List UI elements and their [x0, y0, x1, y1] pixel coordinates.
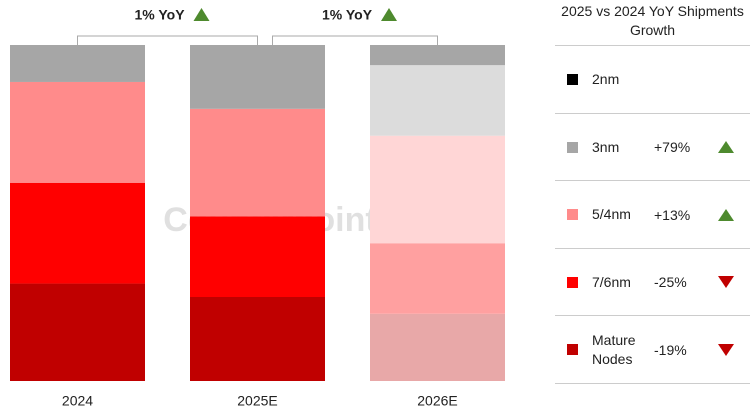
- growth-label: +13%: [654, 206, 691, 223]
- legend-item: 7/6nm -25%: [555, 247, 750, 316]
- x-tick-label: 2026E: [417, 393, 457, 409]
- growth-label: -19%: [654, 341, 687, 358]
- legend-item: 2nm: [555, 45, 750, 113]
- legend-label: Mature Nodes: [592, 331, 636, 367]
- legend-item: Mature Nodes -19%: [555, 315, 750, 383]
- trend-arrow: [718, 141, 734, 154]
- bracket: [77, 35, 258, 45]
- annotation: 1% YoY: [134, 7, 185, 23]
- legend-item: 3nm +79%: [555, 112, 750, 181]
- trend-icon: [718, 276, 734, 289]
- legend-swatch: [567, 74, 578, 85]
- bar-segment: [190, 45, 325, 109]
- bar-segment: [10, 182, 145, 284]
- x-tick-label: 2025E: [237, 393, 277, 409]
- bar-segment: [190, 216, 325, 297]
- trend-icon: [718, 343, 734, 356]
- trend-arrow: [718, 276, 734, 289]
- bar-segment: [370, 65, 505, 136]
- bar-segment: [190, 297, 325, 381]
- trend-icon: [718, 141, 734, 154]
- legend-divider: [555, 383, 750, 384]
- trend-arrow: [718, 343, 734, 356]
- legend-label: 5/4nm: [592, 206, 631, 223]
- bar-segment: [370, 135, 505, 244]
- bar-segment: [10, 81, 145, 183]
- legend-item: 5/4nm +13%: [555, 180, 750, 248]
- bar-segment: [370, 243, 505, 314]
- trend-arrow: [193, 8, 210, 21]
- trend-arrow: [381, 8, 397, 21]
- legend-label: 2nm: [592, 71, 620, 87]
- annotation: 1% YoY: [322, 7, 373, 23]
- bar-segment: [370, 313, 505, 381]
- bar-segment: [190, 108, 325, 217]
- legend-swatch: [567, 344, 578, 356]
- legend-swatch: [567, 209, 578, 221]
- bracket: [272, 35, 438, 45]
- legend-label: 3nm: [592, 138, 620, 155]
- bar-segment: [370, 45, 505, 66]
- growth-label: +79%: [654, 139, 691, 156]
- x-tick-label: 2024: [62, 393, 93, 409]
- legend-label: 7/6nm: [592, 273, 631, 290]
- trend-arrow: [718, 208, 734, 221]
- legend-swatch: [567, 141, 578, 153]
- trend-icon: [718, 208, 734, 221]
- bar-segment: [10, 45, 145, 82]
- legend-title: 2025 vs 2024 YoY Shipments Growth: [561, 3, 744, 38]
- bar-segment: [10, 283, 145, 381]
- legend-swatch: [567, 276, 578, 288]
- growth-label: -25%: [654, 274, 687, 291]
